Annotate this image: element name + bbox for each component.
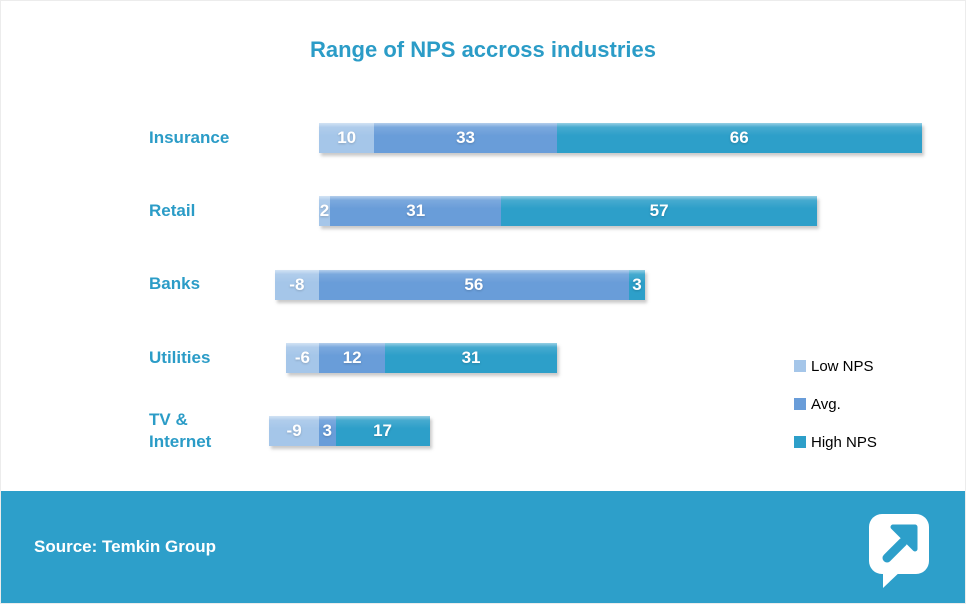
- legend-swatch-low: [794, 360, 806, 372]
- bar-segment-avg: 33: [374, 123, 557, 153]
- bar-track: 2 31 57: [319, 196, 817, 227]
- bar-segment-avg: 56: [318, 269, 629, 300]
- chart-row-tv-internet: TV & Internet -9 3 17: [1, 409, 965, 451]
- segment-value-label: 56: [464, 274, 484, 294]
- bar-segment-low: 2: [319, 196, 331, 227]
- legend-swatch-avg: [794, 398, 806, 410]
- segment-value-label: 66: [729, 128, 749, 147]
- bar-segment-high: 3: [628, 269, 646, 300]
- segment-value-label: -8: [289, 274, 305, 294]
- bar-segment-low: -9: [269, 416, 319, 446]
- chart-title: Range of NPS accross industries: [310, 37, 656, 62]
- category-label: TV & Internet: [149, 409, 212, 451]
- legend-label: Avg.: [811, 395, 841, 413]
- segment-value-label: 12: [342, 347, 362, 367]
- category-label: Insurance: [149, 127, 230, 147]
- legend-label: High NPS: [811, 433, 877, 451]
- bar-segment-high: 17: [335, 416, 430, 446]
- segment-value-label: -9: [286, 421, 302, 440]
- bar-segment-high: 31: [385, 342, 557, 373]
- speech-bubble-arrow-icon: [868, 513, 930, 589]
- legend-swatch-high: [794, 436, 806, 448]
- source-caption: Source: Temkin Group: [34, 537, 216, 556]
- chart-row-retail: Retail 2 31 57: [1, 196, 965, 227]
- category-label: Utilities: [149, 347, 211, 367]
- category-label: Banks: [149, 274, 201, 294]
- legend-item-avg: Avg.: [794, 395, 877, 413]
- segment-value-label: 3: [322, 421, 332, 440]
- legend-item-low-nps: Low NPS: [794, 357, 877, 375]
- bar-segment-low: 10: [319, 123, 375, 153]
- bar-segment-avg: 31: [330, 196, 502, 227]
- segment-value-label: 2: [319, 201, 330, 221]
- bar-segment-avg: 3: [318, 416, 336, 446]
- legend-label: Low NPS: [811, 357, 874, 375]
- chart-legend: Low NPS Avg. High NPS: [794, 358, 877, 472]
- bar-segment-high: 57: [501, 196, 817, 227]
- bar-segment-low: -8: [274, 269, 319, 300]
- bar-segment-avg: 12: [318, 342, 386, 373]
- bar-track: -6 12 31: [285, 342, 557, 373]
- segment-value-label: 3: [632, 274, 642, 294]
- footer-banner: Source: Temkin Group: [1, 491, 965, 603]
- bar-segment-low: -6: [285, 342, 319, 373]
- chart-row-banks: Banks -8 56 3: [1, 269, 965, 300]
- segment-value-label: 17: [373, 421, 393, 440]
- legend-item-high-nps: High NPS: [794, 433, 877, 451]
- bar-track: -8 56 3: [274, 269, 646, 300]
- segment-value-label: 33: [456, 128, 475, 147]
- chart-row-utilities: Utilities -6 12 31: [1, 342, 965, 373]
- bar-track: 10 33 66: [319, 123, 922, 153]
- segment-value-label: 31: [406, 201, 426, 221]
- segment-value-label: 57: [649, 201, 669, 221]
- category-label: Retail: [149, 201, 196, 221]
- bar-segment-high: 66: [556, 123, 922, 153]
- segment-value-label: -6: [294, 347, 310, 367]
- bar-track: -9 3 17: [269, 416, 430, 446]
- segment-value-label: 10: [337, 128, 357, 147]
- chart-row-insurance: Insurance 10 33 66: [1, 123, 965, 153]
- segment-value-label: 31: [461, 347, 481, 367]
